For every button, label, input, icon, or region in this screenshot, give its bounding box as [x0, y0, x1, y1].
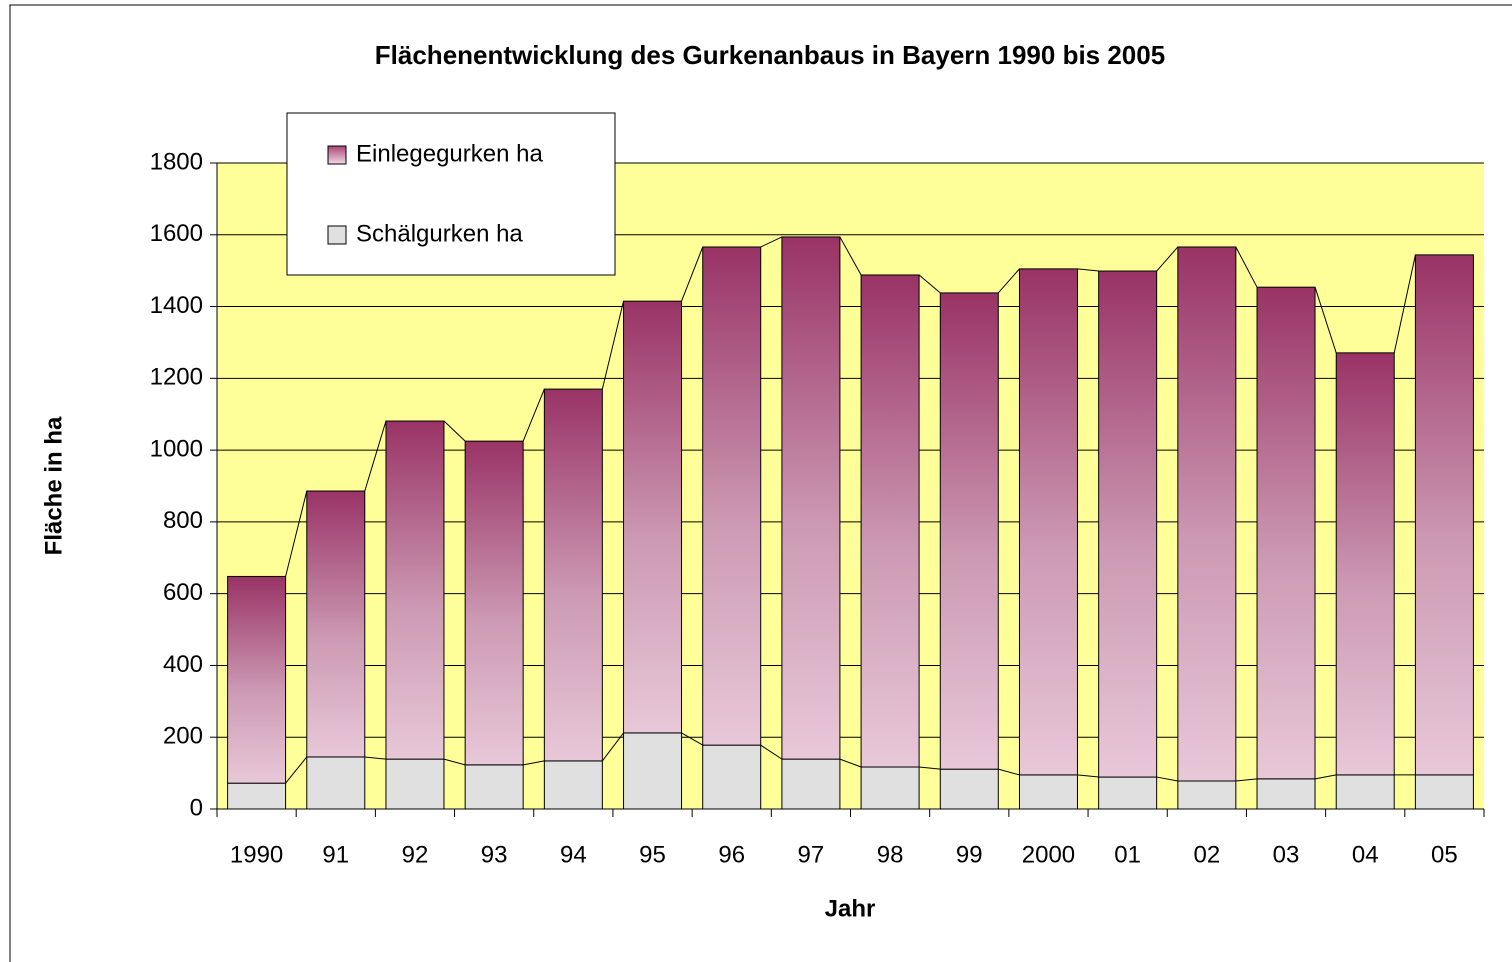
series-line — [919, 766, 941, 770]
x-tick-label: 95 — [639, 841, 666, 868]
series-line — [998, 768, 1020, 776]
y-tick-label: 1000 — [150, 435, 203, 462]
series-line — [1235, 778, 1258, 782]
series-line — [522, 388, 545, 442]
bar-segment — [1335, 774, 1395, 810]
x-tick-label: 2000 — [1022, 841, 1075, 868]
bar-segment — [623, 300, 683, 734]
y-tick-label: 400 — [163, 651, 203, 678]
x-tick-label: 04 — [1352, 841, 1379, 868]
bar-segment — [385, 758, 445, 810]
y-tick-label: 1400 — [150, 292, 203, 319]
x-tick-label: 96 — [718, 841, 745, 868]
x-tick-label: 03 — [1273, 841, 1300, 868]
bar-segment — [1018, 774, 1078, 810]
series-line — [1077, 268, 1099, 272]
legend — [286, 112, 616, 276]
x-tick-label: 94 — [560, 841, 587, 868]
bar-segment — [781, 758, 841, 810]
bar-segment — [1018, 268, 1078, 776]
bar-segment — [227, 782, 287, 810]
x-tick-label: 91 — [322, 841, 349, 868]
x-tick-label: 01 — [1114, 841, 1141, 868]
series-line — [285, 756, 308, 784]
bar-segment — [1256, 778, 1316, 810]
y-tick-label: 1600 — [150, 220, 203, 247]
series-line — [997, 268, 1020, 294]
bar-segment — [702, 744, 762, 810]
series-line — [681, 732, 703, 746]
bar-segment — [1414, 774, 1474, 810]
bar-segment — [860, 274, 920, 768]
series-line — [681, 246, 704, 302]
series-line — [443, 420, 466, 442]
x-tick-label: 93 — [481, 841, 508, 868]
x-tick-label: 97 — [798, 841, 825, 868]
y-tick-label: 1200 — [150, 364, 203, 391]
series-line — [523, 760, 545, 766]
series-line — [1393, 254, 1416, 353]
bar-segment — [781, 236, 841, 760]
bar-segment — [939, 292, 999, 770]
series-line — [1077, 774, 1099, 778]
bar-segment — [1256, 286, 1316, 780]
bar-segment — [1177, 246, 1237, 782]
x-tick-label: 98 — [877, 841, 904, 868]
series-line — [601, 732, 624, 762]
y-axis-label: Fläche in ha — [40, 416, 67, 555]
bar-segment — [702, 246, 762, 746]
bar-segment — [1414, 254, 1474, 776]
bar-segment — [464, 440, 524, 766]
bar-segment — [543, 760, 603, 810]
bar-segment — [1098, 270, 1158, 778]
series-line — [285, 490, 308, 577]
bar-segment — [464, 764, 524, 810]
bar-segment — [623, 732, 683, 810]
series-line — [839, 758, 862, 768]
series-line — [1235, 246, 1258, 288]
bar-segment — [306, 756, 366, 810]
x-tick-label: 05 — [1431, 841, 1458, 868]
x-tick-label: 02 — [1193, 841, 1220, 868]
bar-segment — [1177, 780, 1237, 810]
bar-segment — [1335, 352, 1395, 776]
series-line — [364, 420, 387, 492]
bar-segment — [227, 575, 287, 784]
bar-segment — [543, 388, 603, 762]
y-tick-label: 1800 — [150, 148, 203, 175]
legend-swatch — [327, 145, 347, 165]
legend-swatch — [327, 225, 347, 245]
series-line — [1156, 776, 1178, 782]
series-line — [1156, 246, 1179, 272]
x-tick-label: 1990 — [230, 841, 283, 868]
x-axis-label: Jahr — [825, 895, 876, 922]
bar-segment — [860, 766, 920, 810]
y-tick-label: 200 — [163, 723, 203, 750]
series-line — [1314, 774, 1337, 780]
bar-segment — [385, 420, 445, 760]
y-tick-label: 0 — [190, 794, 203, 821]
series-line — [918, 274, 941, 294]
bar-segment — [939, 768, 999, 810]
bar-segment — [1098, 776, 1158, 810]
series-line — [760, 236, 783, 248]
x-tick-label: 99 — [956, 841, 983, 868]
bar-segment — [306, 490, 366, 758]
series-line — [839, 236, 862, 276]
x-tick-label: 92 — [402, 841, 429, 868]
series-line — [760, 744, 783, 760]
y-tick-label: 800 — [163, 507, 203, 534]
y-tick-label: 600 — [163, 579, 203, 606]
series-line — [443, 758, 466, 766]
series-line — [1314, 287, 1337, 354]
series-line — [601, 301, 625, 390]
legend-label: Schälgurken ha — [356, 220, 523, 247]
chart-title: Flächenentwicklung des Gurkenanbaus in B… — [375, 40, 1165, 70]
series-line — [364, 756, 387, 760]
legend-label: Einlegegurken ha — [356, 140, 543, 167]
